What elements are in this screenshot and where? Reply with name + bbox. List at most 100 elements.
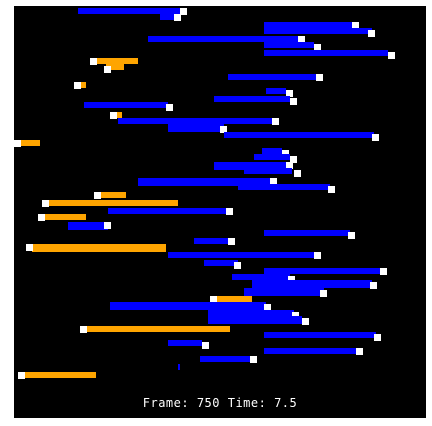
blue-streak: [262, 148, 282, 154]
orange-streak: [44, 214, 86, 220]
orange-streak: [96, 58, 138, 64]
particle-head: [388, 52, 395, 59]
blue-streak: [228, 74, 320, 80]
particle-streaks: [14, 8, 395, 379]
particle-head: [94, 192, 101, 199]
particle-head: [110, 112, 117, 119]
particle-head: [328, 186, 335, 193]
blue-streak: [244, 288, 324, 296]
blue-streak: [168, 252, 318, 258]
blue-streak: [238, 184, 330, 190]
particle-head: [348, 232, 355, 239]
blue-streak: [168, 340, 202, 346]
blue-streak: [264, 50, 388, 56]
particle-head: [380, 268, 387, 275]
particle-head: [14, 140, 21, 147]
blue-streak: [264, 230, 350, 236]
particle-head: [26, 244, 33, 251]
particle-head: [202, 342, 209, 349]
blue-streak: [118, 118, 276, 124]
particle-head: [298, 36, 305, 43]
blue-streak: [244, 168, 292, 174]
orange-streak: [78, 82, 86, 88]
particle-head: [286, 162, 293, 169]
particle-head: [234, 262, 241, 269]
particle-head: [210, 296, 217, 303]
particle-head: [180, 8, 187, 15]
blue-streak: [178, 364, 180, 370]
blue-streak: [264, 268, 384, 274]
blue-streak: [78, 8, 182, 14]
particle-head: [282, 150, 289, 157]
blue-streak: [108, 208, 226, 214]
blue-streak: [264, 332, 376, 338]
particle-head: [250, 356, 257, 363]
orange-streak: [32, 244, 166, 252]
orange-streak: [216, 296, 252, 302]
particle-head: [80, 326, 87, 333]
blue-streak: [208, 310, 294, 316]
blue-streak: [200, 356, 250, 362]
particle-head: [294, 170, 301, 177]
orange-streak: [14, 140, 40, 146]
blue-streak: [148, 36, 300, 42]
particle-head: [302, 318, 309, 325]
particle-head: [290, 98, 297, 105]
particle-head: [90, 58, 97, 65]
particle-head: [264, 304, 271, 311]
blue-streak: [214, 96, 290, 102]
particle-head: [228, 238, 235, 245]
blue-streak: [160, 14, 178, 20]
blue-streak: [204, 260, 238, 266]
particle-head: [374, 334, 381, 341]
particle-head: [316, 74, 323, 81]
blue-streak: [252, 280, 372, 288]
particle-head: [356, 348, 363, 355]
particle-head: [368, 30, 375, 37]
particle-head: [42, 200, 49, 207]
blue-streak: [254, 154, 290, 160]
simulation-canvas: Frame: 750 Time: 7.5: [14, 6, 426, 418]
blue-streak: [232, 274, 290, 280]
particle-head: [166, 104, 173, 111]
particle-head: [270, 178, 277, 185]
orange-streak: [24, 372, 96, 378]
particle-head: [352, 22, 359, 29]
particle-head: [104, 66, 111, 73]
particle-head: [288, 276, 295, 283]
orange-streak: [114, 112, 122, 118]
orange-streak: [48, 200, 178, 206]
blue-streak: [264, 42, 314, 48]
blue-streak: [208, 316, 302, 324]
blue-streak: [264, 28, 372, 34]
particle-head: [226, 208, 233, 215]
particle-head: [290, 156, 297, 163]
blue-streak: [264, 348, 358, 354]
particle-head: [74, 82, 81, 89]
orange-streak: [100, 192, 126, 198]
particle-head: [372, 134, 379, 141]
orange-streak: [86, 326, 230, 332]
blue-streak: [264, 22, 354, 28]
particle-head: [18, 372, 25, 379]
particle-head: [38, 214, 45, 221]
blue-streak: [224, 132, 374, 138]
particle-head: [370, 282, 377, 289]
blue-streak: [138, 178, 274, 186]
blue-streak: [214, 162, 288, 170]
blue-streak: [266, 88, 286, 94]
frame-time-readout: Frame: 750 Time: 7.5: [142, 396, 298, 410]
particle-head: [220, 126, 227, 133]
blue-streak: [68, 222, 108, 230]
particle-head: [272, 118, 279, 125]
orange-streak: [106, 64, 124, 70]
particle-head: [174, 14, 181, 21]
particle-head: [104, 222, 111, 229]
blue-streak: [168, 124, 224, 132]
particle-head: [286, 90, 293, 97]
blue-streak: [194, 238, 228, 244]
particle-head: [292, 312, 299, 319]
particle-head: [320, 290, 327, 297]
particle-head: [314, 44, 321, 51]
particle-head: [314, 252, 321, 259]
